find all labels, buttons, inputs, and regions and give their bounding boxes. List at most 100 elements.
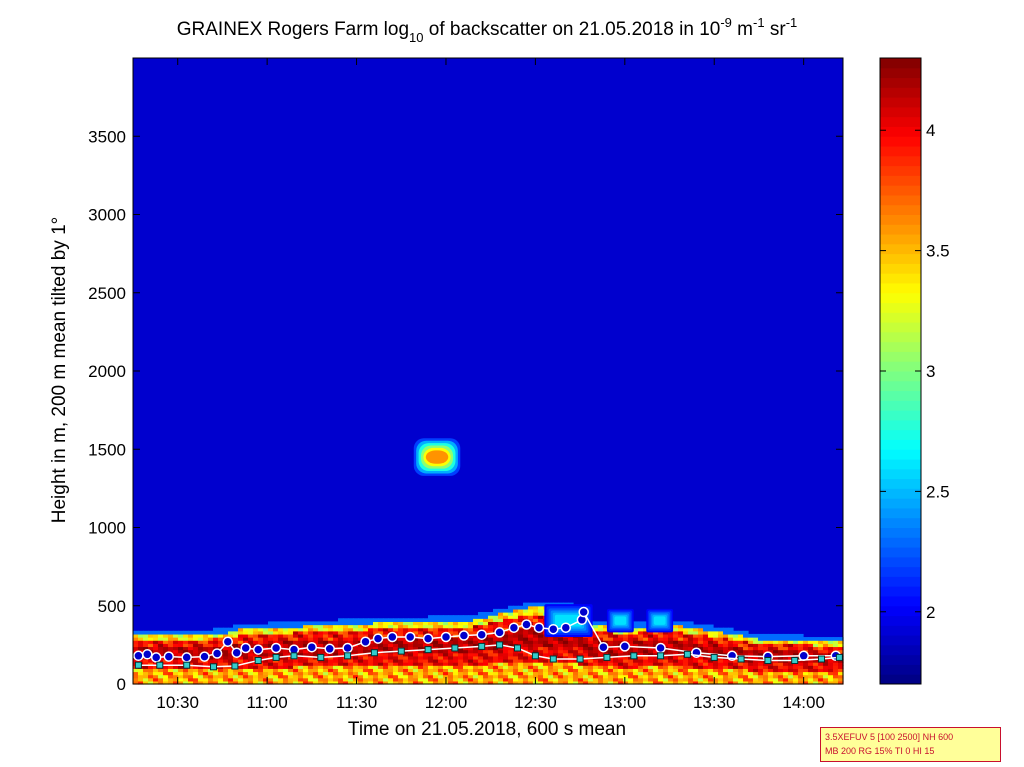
heatmap-cell xyxy=(203,662,209,666)
heatmap-cell xyxy=(168,643,174,648)
heatmap-cell xyxy=(183,677,189,682)
heatmap-cell xyxy=(183,671,189,676)
heatmap-cell xyxy=(263,633,269,638)
heatmap-cell xyxy=(593,652,599,657)
heatmap-cell xyxy=(388,665,394,669)
heatmap-cell xyxy=(788,671,794,676)
heatmap-cell xyxy=(268,633,274,638)
heatmap-cell xyxy=(523,640,529,644)
heatmap-cell xyxy=(308,674,314,679)
heatmap-cell xyxy=(808,637,814,641)
heatmap-cell xyxy=(793,671,799,676)
heatmap-cell xyxy=(268,652,274,657)
heatmap-cell xyxy=(493,646,499,651)
heatmap-cell xyxy=(583,674,589,679)
heatmap-cell xyxy=(828,665,834,669)
heatmap-cell xyxy=(403,665,409,669)
heatmap-cell xyxy=(193,646,199,651)
heatmap-cell xyxy=(778,655,784,660)
heatmap-cell xyxy=(333,624,339,629)
heatmap-cell xyxy=(828,637,834,641)
heatmap-cell xyxy=(578,668,584,673)
heatmap-cell xyxy=(158,652,164,657)
heatmap-cell xyxy=(288,633,294,638)
heatmap-cell xyxy=(628,674,634,679)
heatmap-cell xyxy=(443,662,449,666)
heatmap-cell xyxy=(538,612,544,616)
heatmap-cell xyxy=(768,637,774,641)
heatmap-cell xyxy=(608,652,614,657)
heatmap-cell xyxy=(168,665,174,669)
heatmap-cell xyxy=(228,655,234,660)
heatmap-cell xyxy=(413,646,419,651)
heatmap-cell xyxy=(453,627,459,632)
heatmap-cell xyxy=(518,668,524,673)
heatmap-cell xyxy=(343,630,349,635)
heatmap-cell xyxy=(348,633,354,638)
heatmap-cell xyxy=(238,643,244,648)
heatmap-cell xyxy=(533,602,539,607)
layer-height-marker xyxy=(440,631,452,643)
heatmap-cell xyxy=(148,668,154,673)
heatmap-cell xyxy=(288,643,294,648)
heatmap-cell xyxy=(748,640,754,644)
heatmap-cell xyxy=(328,637,334,641)
heatmap-cell xyxy=(463,662,469,666)
heatmap-cell xyxy=(528,677,534,682)
heatmap-cell xyxy=(593,624,599,629)
heatmap-cell xyxy=(623,658,629,663)
heatmap-cell xyxy=(233,680,239,685)
heatmap-cell xyxy=(773,640,779,644)
heatmap-cell xyxy=(593,658,599,663)
heatmap-cell xyxy=(508,680,514,685)
heatmap-cell xyxy=(543,674,549,679)
heatmap-cell xyxy=(653,643,659,648)
heatmap-cell xyxy=(678,624,684,629)
heatmap-cell xyxy=(778,668,784,673)
heatmap-cell xyxy=(303,649,309,654)
heatmap-cell xyxy=(243,674,249,679)
heatmap-cell xyxy=(233,668,239,673)
heatmap-cell xyxy=(643,652,649,657)
heatmap-cell xyxy=(398,655,404,660)
heatmap-cell xyxy=(643,655,649,660)
heatmap-cell xyxy=(258,680,264,685)
heatmap-cell xyxy=(638,652,644,657)
heatmap-cell xyxy=(218,633,224,638)
heatmap-cell xyxy=(663,668,669,673)
heatmap-cell xyxy=(218,655,224,660)
heatmap-cell xyxy=(433,630,439,635)
heatmap-cell xyxy=(493,668,499,673)
heatmap-cell xyxy=(658,637,664,641)
heatmap-cell xyxy=(798,633,804,638)
heatmap-cell xyxy=(228,677,234,682)
heatmap-cell xyxy=(708,627,714,632)
heatmap-cell xyxy=(353,624,359,629)
heatmap-cell xyxy=(818,677,824,682)
colorbar-segment xyxy=(880,116,921,127)
heatmap-cell xyxy=(518,605,524,610)
heatmap-cell xyxy=(733,668,739,673)
heatmap-cell xyxy=(483,674,489,679)
heatmap-cell xyxy=(413,621,419,626)
heatmap-cell xyxy=(483,615,489,619)
heatmap-cell xyxy=(188,665,194,669)
heatmap-cell xyxy=(683,643,689,648)
heatmap-cell xyxy=(223,668,229,673)
heatmap-cell xyxy=(688,677,694,682)
heatmap-cell xyxy=(818,640,824,644)
heatmap-cell xyxy=(343,637,349,641)
heatmap-cell xyxy=(338,640,344,644)
heatmap-cell xyxy=(238,627,244,632)
heatmap-cell xyxy=(518,662,524,666)
heatmap-cell xyxy=(643,630,649,635)
heatmap-cell xyxy=(303,640,309,644)
heatmap-cell xyxy=(183,646,189,651)
heatmap-cell xyxy=(223,658,229,663)
heatmap-cell xyxy=(153,668,159,673)
heatmap-cell xyxy=(738,665,744,669)
heatmap-cell xyxy=(338,618,344,622)
heatmap-cell xyxy=(338,624,344,629)
heatmap-cell xyxy=(213,671,219,676)
heatmap-cell xyxy=(198,668,204,673)
